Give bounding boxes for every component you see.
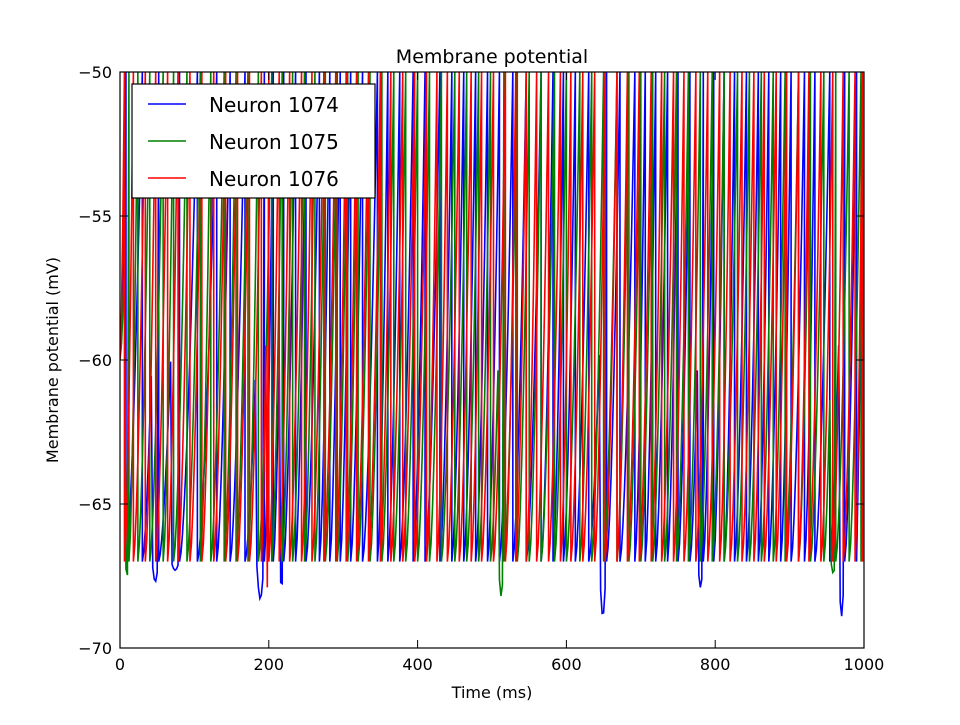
y-tick-label: −65: [78, 495, 112, 514]
x-tick-label: 400: [402, 655, 433, 674]
x-tick-label: 1000: [844, 655, 885, 674]
x-tick-label: 600: [551, 655, 582, 674]
series-layer: [120, 72, 864, 617]
legend-label-2: Neuron 1075: [209, 130, 339, 154]
chart-title: Membrane potential: [396, 46, 588, 68]
series-line-2: [120, 72, 864, 597]
x-tick-label: 200: [254, 655, 285, 674]
legend: Neuron 1074 Neuron 1075 Neuron 1076: [131, 83, 376, 199]
legend-label-3: Neuron 1076: [209, 167, 339, 191]
y-axis-title: Membrane potential (mV): [43, 257, 62, 463]
x-axis-title: Time (ms): [451, 683, 533, 702]
y-tick-label: −55: [78, 207, 112, 226]
x-tick-label: 0: [115, 655, 125, 674]
y-tick-label: −60: [78, 351, 112, 370]
y-tick-label: −70: [78, 639, 112, 658]
legend-label-1: Neuron 1074: [209, 93, 339, 117]
x-tick-label: 800: [700, 655, 731, 674]
ticks-layer: 0 200 400 600 800 1000 −70 −65 −60 −55 −50: [78, 63, 884, 674]
y-tick-label: −50: [78, 63, 112, 82]
series-line-3: [120, 72, 864, 588]
